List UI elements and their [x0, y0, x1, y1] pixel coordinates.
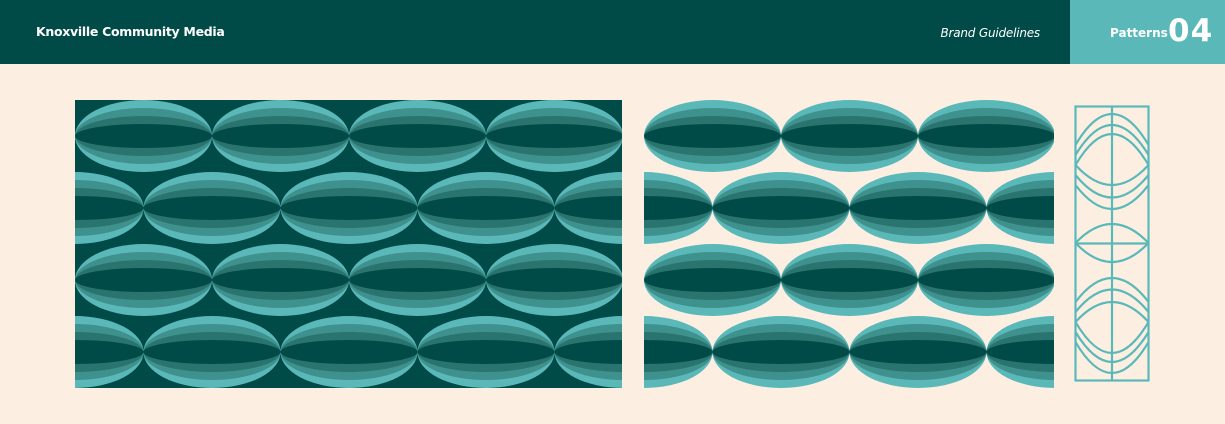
cream-pattern-svg	[644, 100, 1054, 388]
top-header-bar: Knoxville Community Media Brand Guidelin…	[0, 0, 1070, 64]
pattern-cream-variant	[644, 100, 1054, 388]
line-tile-svg	[1074, 105, 1150, 382]
section-number: 04	[1168, 13, 1214, 49]
section-label: Patterns	[1110, 26, 1168, 40]
dark-pattern-svg	[75, 100, 622, 388]
pattern-line-tile	[1074, 105, 1152, 382]
pattern-dark-variant	[75, 100, 622, 388]
organization-name: Knoxville Community Media	[36, 24, 225, 39]
document-title: Brand Guidelines	[940, 26, 1040, 40]
section-tab: Patterns 04	[1070, 0, 1225, 64]
